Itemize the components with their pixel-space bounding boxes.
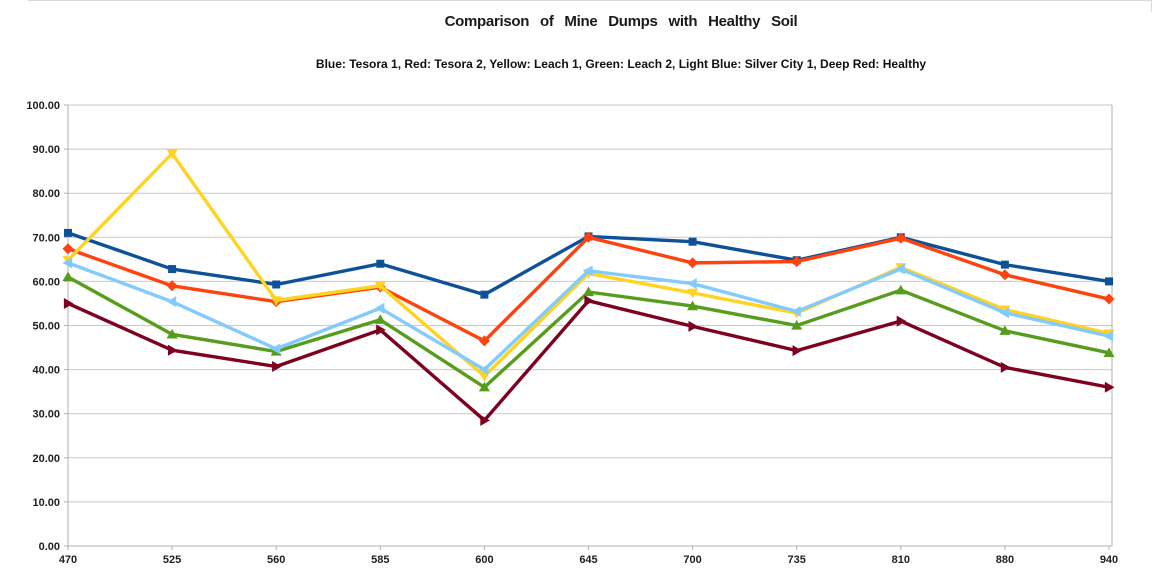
x-tick-label: 600 [475, 554, 493, 566]
data-point-marker-triangle-up [791, 320, 803, 330]
series-line-tesora-2 [62, 231, 1115, 347]
data-point-marker-triangle-up [687, 300, 699, 311]
data-point-marker-triangle-right [376, 324, 386, 336]
data-point-marker-triangle-down [270, 296, 282, 306]
series-line-healthy [63, 295, 1115, 426]
y-tick-label: 50.00 [32, 321, 60, 333]
data-point-marker-diamond [166, 280, 178, 292]
data-point-marker-triangle-up [895, 284, 907, 295]
data-point-marker-triangle-left [478, 364, 489, 376]
data-point-marker-triangle-right [167, 344, 178, 356]
x-tick-label: 645 [579, 554, 597, 566]
data-point-marker-diamond [583, 231, 594, 243]
x-tick-label: 585 [371, 554, 389, 566]
data-point-marker-diamond [999, 269, 1011, 281]
y-tick-label: 0.00 [39, 541, 60, 553]
data-point-marker-triangle-left [374, 302, 385, 314]
x-tick-label: 560 [267, 554, 285, 566]
data-point-marker-triangle-up [166, 328, 178, 339]
chart-frame-top-border [28, 0, 1152, 1]
series-line-leach-2 [62, 271, 1115, 392]
x-tick-label: 880 [996, 554, 1014, 566]
data-point-marker-triangle-right [896, 315, 907, 327]
y-tick-label: 60.00 [32, 276, 60, 288]
data-point-marker-triangle-down [374, 281, 386, 292]
data-point-marker-square [376, 259, 385, 268]
y-tick-label: 40.00 [32, 365, 60, 377]
y-tick-label: 80.00 [32, 188, 60, 200]
data-point-marker-triangle-left [270, 343, 281, 355]
data-point-marker-triangle-left [687, 278, 697, 290]
y-tick-label: 20.00 [32, 453, 60, 465]
data-point-marker-square [1105, 277, 1113, 286]
data-point-marker-diamond [791, 256, 803, 268]
data-point-marker-triangle-right [480, 414, 490, 426]
data-point-marker-diamond [62, 243, 74, 255]
data-point-marker-triangle-up [62, 271, 74, 282]
x-tick-label: 810 [892, 554, 910, 566]
data-point-marker-triangle-up [999, 325, 1011, 335]
data-point-marker-triangle-left [791, 305, 801, 317]
data-point-marker-triangle-right [63, 297, 74, 309]
data-point-marker-triangle-up [478, 381, 490, 392]
x-axis-labels: 470 525 560 585 600 645 700 735 810 880 940 [59, 554, 1118, 566]
data-point-marker-triangle-down [166, 149, 178, 160]
data-point-marker-diamond [895, 232, 907, 244]
x-tick-label: 700 [683, 554, 701, 566]
axis-ticks [64, 104, 1110, 550]
chart-header: Comparison of Mine Dumps with Healthy So… [90, 0, 1152, 71]
data-point-marker-triangle-left [583, 265, 593, 277]
data-point-marker-triangle-right [1000, 361, 1011, 373]
data-point-marker-triangle-left [1103, 330, 1114, 342]
x-tick-label: 940 [1100, 554, 1118, 566]
y-tick-label: 100.00 [26, 100, 60, 112]
x-tick-label: 470 [59, 554, 77, 566]
data-point-marker-square [64, 228, 72, 237]
y-tick-label: 70.00 [32, 232, 60, 244]
chart-title: Comparison of Mine Dumps with Healthy So… [444, 13, 798, 30]
data-point-marker-square [168, 265, 177, 274]
data-point-marker-square [480, 290, 489, 299]
data-point-marker-triangle-left [166, 296, 177, 308]
data-point-marker-square [272, 280, 281, 289]
data-point-marker-triangle-left [999, 307, 1010, 319]
y-tick-label: 10.00 [32, 497, 60, 509]
data-point-marker-triangle-right [272, 361, 282, 373]
data-point-marker-triangle-right [792, 345, 803, 357]
data-point-marker-triangle-left [62, 257, 73, 269]
data-point-marker-square [688, 237, 697, 246]
data-point-marker-triangle-right [584, 295, 594, 307]
y-tick-label: 30.00 [32, 409, 60, 421]
data-point-marker-diamond [1103, 293, 1115, 305]
data-point-marker-triangle-up [374, 314, 386, 324]
data-point-marker-triangle-right [1104, 381, 1115, 393]
data-point-marker-diamond [687, 257, 699, 269]
data-point-marker-diamond [478, 335, 490, 347]
x-tick-label: 525 [163, 554, 181, 566]
y-tick-label: 90.00 [32, 144, 60, 156]
data-point-marker-triangle-down [478, 372, 490, 382]
data-point-marker-triangle-left [895, 263, 905, 275]
data-point-marker-triangle-up [583, 286, 594, 297]
data-point-marker-triangle-right [688, 320, 699, 332]
chart-subtitle: Blue: Tesora 1, Red: Tesora 2, Yellow: L… [315, 57, 927, 71]
data-point-marker-triangle-down [687, 288, 699, 299]
series-line-silver-city-1 [62, 257, 1114, 376]
data-point-marker-square [1000, 260, 1009, 269]
data-point-marker-triangle-up [1103, 347, 1115, 357]
x-tick-label: 735 [788, 554, 806, 566]
y-axis-labels: 0.00 10.00 20.00 30.00 40.00 50.00 60.00 70.00 8… [26, 100, 60, 553]
